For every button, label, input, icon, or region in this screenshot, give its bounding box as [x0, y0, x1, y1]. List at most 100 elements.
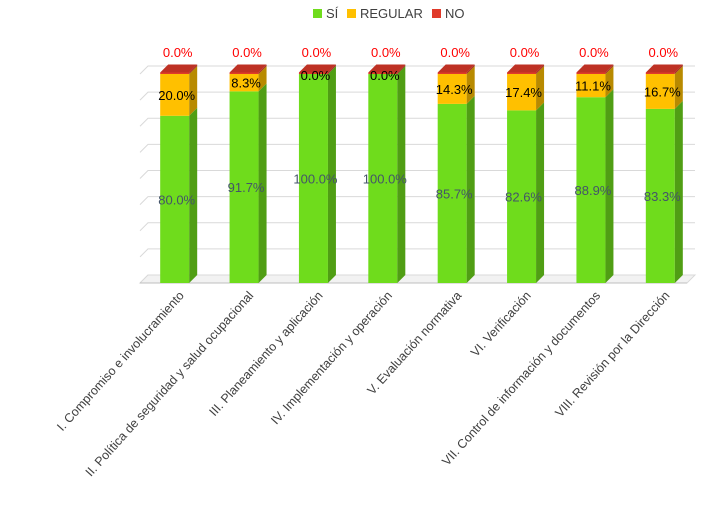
- bar-no-6: [507, 64, 545, 74]
- bar-regular-6: [507, 66, 545, 111]
- bar-front: [298, 72, 328, 74]
- bar-si-4: [368, 66, 406, 283]
- bar-regular-1: [160, 66, 198, 116]
- bar-side: [674, 100, 683, 283]
- bar-side: [536, 102, 545, 283]
- bar-top: [645, 64, 683, 73]
- bar-no-5: [437, 64, 475, 74]
- bar-front: [160, 72, 190, 74]
- bar-side: [397, 66, 406, 283]
- bar-front: [229, 74, 259, 92]
- bar-no-3: [298, 64, 336, 74]
- bar-side: [327, 66, 336, 283]
- category-label: III. Planeamiento y aplicación: [206, 289, 325, 419]
- data-label-si: 91.7%: [228, 180, 265, 195]
- data-label-si: 83.3%: [644, 189, 681, 204]
- bars: [160, 64, 683, 284]
- bar-side: [466, 95, 475, 284]
- bar-regular-2: [229, 66, 267, 92]
- gridline: [139, 65, 695, 75]
- bar-front: [368, 72, 398, 74]
- data-label-no: 0.0%: [163, 45, 193, 60]
- data-label-regular: 8.3%: [231, 76, 261, 91]
- legend-label: NO: [445, 6, 465, 21]
- category-label: IV. Implementación y operación: [268, 289, 395, 428]
- legend-item-regular: REGULAR: [347, 6, 423, 21]
- legend-label: REGULAR: [360, 6, 423, 21]
- bar-front: [576, 97, 606, 283]
- data-label-no: 0.0%: [648, 45, 678, 60]
- bar-si-5: [437, 95, 475, 284]
- bar-regular-8: [645, 66, 683, 109]
- data-label-si: 88.9%: [575, 183, 612, 198]
- data-label-regular: 20.0%: [158, 88, 195, 103]
- bar-si-2: [229, 83, 267, 283]
- data-label-regular: 0.0%: [370, 68, 400, 83]
- bar-si-6: [507, 102, 545, 283]
- bar-front: [160, 74, 190, 116]
- data-label-regular: 11.1%: [575, 79, 611, 94]
- bar-front: [507, 72, 537, 74]
- data-label-no: 0.0%: [302, 45, 332, 60]
- bar-top: [298, 64, 336, 73]
- bar-top: [507, 64, 545, 73]
- bar-top: [437, 64, 475, 73]
- bar-regular-5: [437, 66, 475, 104]
- legend-item-no: NO: [432, 6, 465, 21]
- bar-front: [507, 74, 537, 111]
- bar-front: [645, 72, 675, 74]
- data-label-si: 85.7%: [436, 186, 473, 201]
- bar-no-1: [160, 64, 198, 74]
- bar-front: [437, 72, 467, 74]
- bar-top: [368, 64, 406, 73]
- bar-top: [576, 64, 614, 73]
- data-labels: 80.0% 20.0% 0.0% 91.7% 8.3% 0.0% 100.0% 0.0% 0.0…: [158, 45, 681, 207]
- legend-swatch: [313, 9, 322, 18]
- bar-side: [536, 66, 545, 111]
- data-label-no: 0.0%: [371, 45, 401, 60]
- legend-swatch: [347, 9, 356, 18]
- bar-side: [674, 64, 683, 74]
- legend-label: SÍ: [326, 6, 339, 21]
- bar-side: [189, 66, 198, 116]
- data-label-no: 0.0%: [440, 45, 470, 60]
- bar-front: [645, 108, 675, 283]
- bar-side: [258, 64, 267, 74]
- data-label-si: 80.0%: [158, 192, 195, 207]
- bar-front: [437, 74, 467, 104]
- bar-front: [368, 74, 398, 283]
- bar-side: [258, 83, 267, 283]
- bar-side: [605, 89, 614, 283]
- bar-side: [605, 64, 614, 74]
- bar-front: [437, 103, 467, 284]
- bar-side: [397, 64, 406, 74]
- bar-si-8: [645, 100, 683, 283]
- data-label-no: 0.0%: [510, 45, 540, 60]
- bar-regular-7: [576, 66, 614, 98]
- bar-top: [229, 64, 267, 73]
- bar-front: [645, 74, 675, 109]
- legend-swatch: [432, 9, 441, 18]
- bar-side: [605, 66, 614, 98]
- bar-side: [327, 64, 336, 74]
- legend: SÍ REGULAR NO: [313, 6, 465, 21]
- bar-si-3: [298, 66, 336, 283]
- bar-front: [576, 74, 606, 98]
- bar-si-1: [160, 107, 198, 283]
- data-label-regular: 17.4%: [505, 85, 542, 100]
- category-label: VIII. Revisión por la Dirección: [552, 289, 672, 420]
- category-label: VII. Control de información y documentos: [439, 289, 603, 469]
- bar-top: [160, 64, 198, 73]
- data-label-regular: 0.0%: [301, 68, 331, 83]
- data-label-si: 100.0%: [363, 172, 408, 187]
- data-label-regular: 16.7%: [644, 84, 681, 99]
- bar-no-2: [229, 64, 267, 74]
- bar-no-7: [576, 64, 614, 74]
- bar-side: [258, 66, 267, 92]
- category-label: I. Compromiso e involucramiento: [54, 289, 187, 434]
- bar-si-7: [576, 89, 614, 283]
- bar-front: [576, 72, 606, 74]
- bar-side: [189, 107, 198, 283]
